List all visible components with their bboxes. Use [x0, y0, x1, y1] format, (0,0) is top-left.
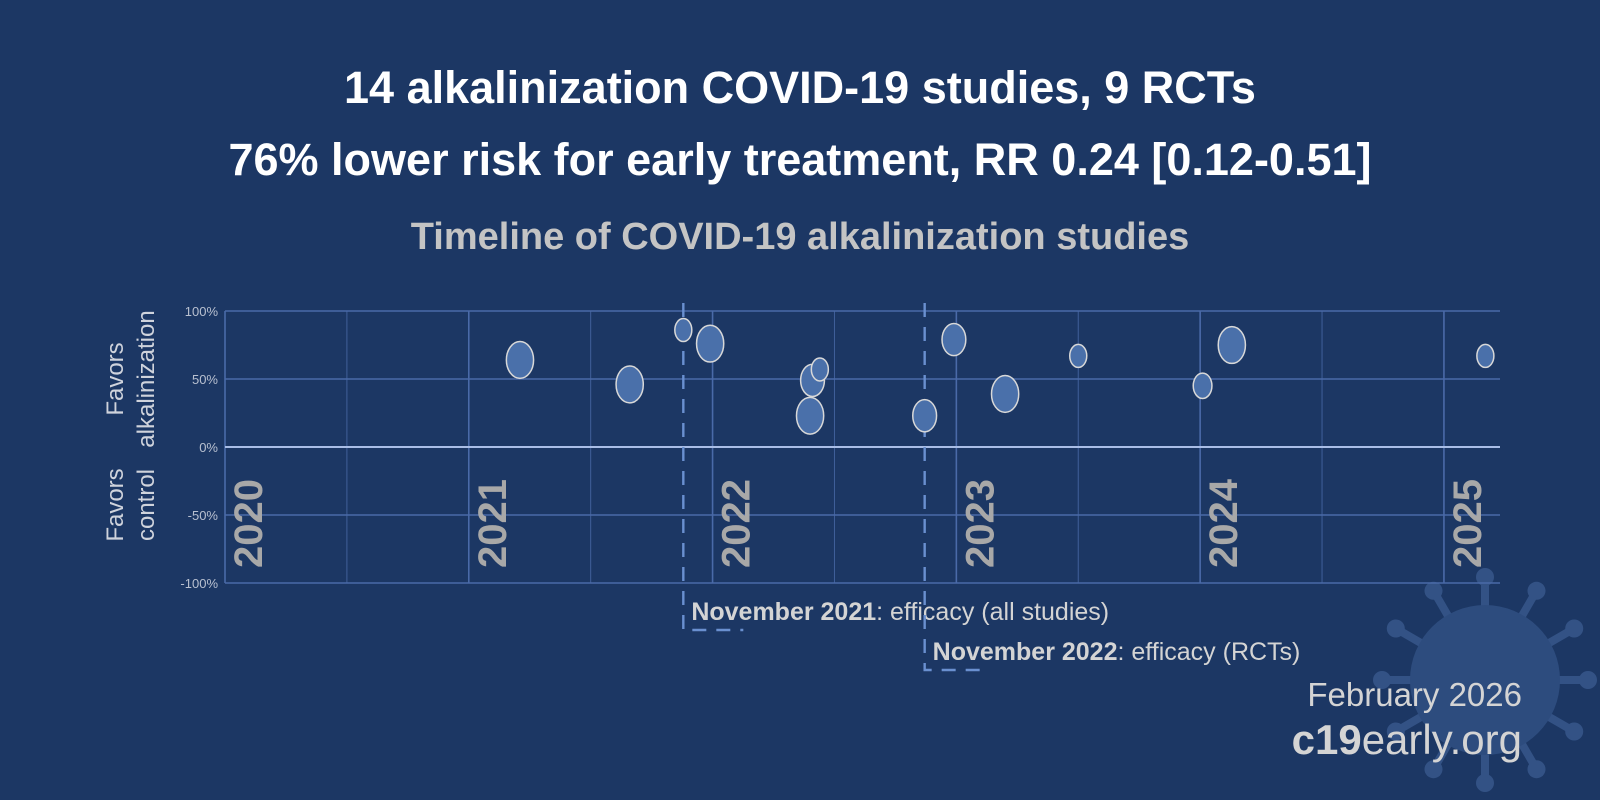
date-label: February 2026 [1307, 676, 1522, 713]
x-tick-label: 2025 [1446, 479, 1490, 568]
y-axis-label-favors-alkalinization: alkalinization [133, 310, 160, 447]
study-point [615, 365, 645, 404]
virus-spike [1545, 713, 1576, 734]
annotation-date: November 2022 [933, 638, 1118, 666]
virus-spike [1431, 740, 1452, 771]
virus-spike [1394, 713, 1425, 734]
study-point [1476, 343, 1495, 369]
virus-spike [1518, 740, 1539, 771]
virus-spike [1545, 626, 1576, 647]
title-line-2: 76% lower risk for early treatment, RR 0… [228, 134, 1372, 185]
y-axis-label-favors-alkalinization: Favors [102, 342, 129, 415]
virus-spike-tip [1386, 722, 1405, 741]
y-axis-label-favors-control: control [133, 469, 160, 541]
virus-spike-tip [1527, 760, 1546, 779]
annotation-text: : efficacy (all studies) [876, 598, 1109, 626]
annotation-text: : efficacy (RCTs) [1117, 638, 1300, 666]
annotation-label: November 2022: efficacy (RCTs) [933, 638, 1301, 666]
virus-spike-tip [1579, 671, 1597, 689]
virus-spike-tip [1373, 671, 1391, 689]
study-point [1192, 372, 1213, 400]
study-point [810, 357, 830, 382]
study-point [912, 398, 938, 433]
annotations: November 2021: efficacy (all studies)Nov… [682, 303, 1301, 672]
x-tick-labels: 2020 2021 2022 2023 2024 2025 [227, 478, 1490, 568]
y-tick-label: 50% [192, 372, 218, 387]
virus-spike-tip [1424, 760, 1443, 779]
study-point [674, 317, 693, 343]
x-tick-label: 2024 [1202, 478, 1246, 568]
study-point [1069, 343, 1088, 369]
grid [224, 310, 1500, 584]
annotation-label: November 2021: efficacy (all studies) [691, 598, 1109, 626]
y-axis-label-favors-control: Favors [102, 468, 129, 541]
y-tick-label: 0% [199, 440, 218, 455]
study-point [695, 324, 725, 363]
y-tick-label: -50% [188, 508, 219, 523]
virus-spike-tip [1565, 619, 1584, 638]
x-tick-label: 2020 [227, 479, 271, 568]
virus-spike [1394, 626, 1425, 647]
x-tick-label: 2021 [471, 479, 515, 568]
study-point [990, 374, 1020, 414]
study-point [1217, 325, 1247, 365]
study-point [505, 340, 535, 380]
study-point [941, 322, 967, 357]
y-tick-label: 100% [185, 304, 219, 319]
y-tick-label: -100% [180, 576, 218, 591]
x-tick-label: 2023 [958, 479, 1002, 568]
virus-spike-tip [1386, 619, 1405, 638]
title-line-1: 14 alkalinization COVID-19 studies, 9 RC… [344, 62, 1256, 113]
chart-title: Timeline of COVID-19 alkalinization stud… [410, 216, 1190, 258]
site-rest: early.org [1361, 716, 1522, 763]
virus-spike-tip [1565, 722, 1584, 741]
virus-spike-tip [1476, 774, 1494, 792]
virus-spike [1431, 589, 1452, 620]
y-tick-labels: 100% 50% 0% -50% -100% [180, 304, 218, 591]
virus-spike [1518, 589, 1539, 620]
annotation-dashed-line [682, 303, 744, 632]
site-bold: c19 [1291, 716, 1362, 763]
x-tick-label: 2022 [715, 479, 759, 568]
site-logo[interactable]: c19early.org [1292, 716, 1522, 764]
virus-body [1410, 605, 1560, 755]
virus-watermark [1373, 568, 1597, 792]
virus-spike-tip [1527, 581, 1546, 600]
data-points [505, 317, 1495, 435]
virus-spike-tip [1424, 581, 1443, 600]
annotation-date: November 2021 [691, 598, 876, 626]
virus-spike-tip [1476, 568, 1494, 586]
study-point [795, 396, 825, 435]
